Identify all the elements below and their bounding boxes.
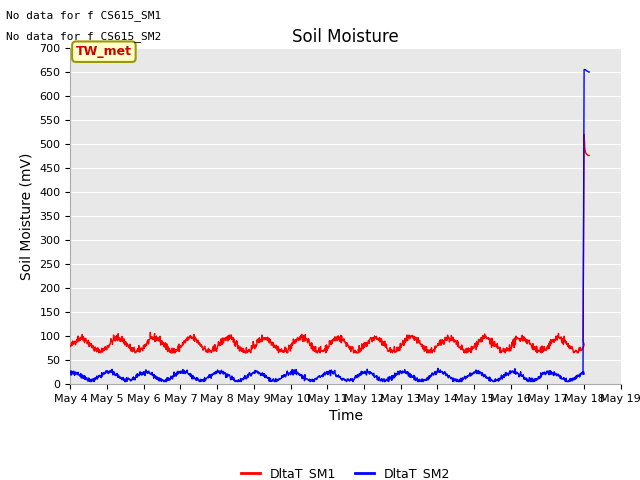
Y-axis label: Soil Moisture (mV): Soil Moisture (mV) (20, 152, 34, 280)
Legend: DltaT_SM1, DltaT_SM2: DltaT_SM1, DltaT_SM2 (236, 462, 455, 480)
Text: No data for f CS615_SM1: No data for f CS615_SM1 (6, 10, 162, 21)
X-axis label: Time: Time (328, 409, 363, 423)
Text: TW_met: TW_met (76, 45, 132, 58)
Title: Soil Moisture: Soil Moisture (292, 28, 399, 47)
Text: No data for f CS615_SM2: No data for f CS615_SM2 (6, 31, 162, 42)
